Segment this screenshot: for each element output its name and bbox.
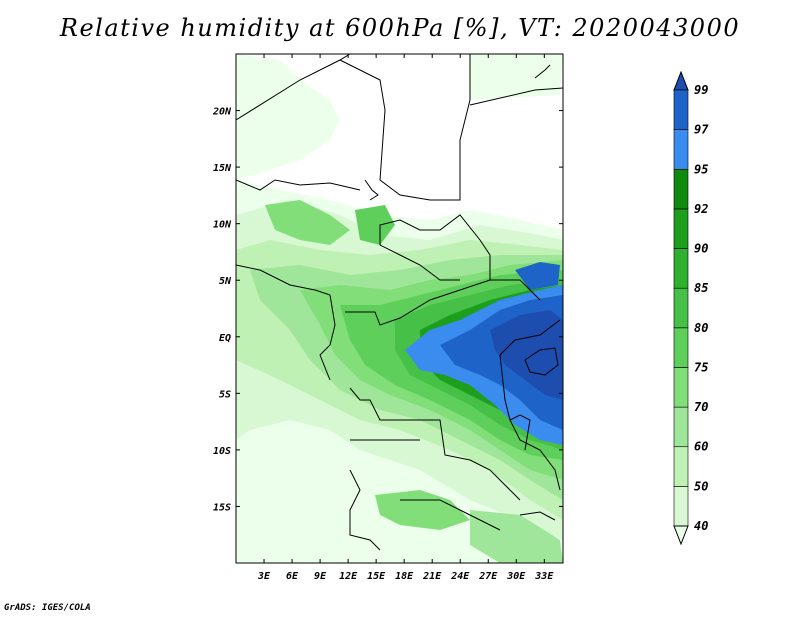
lon-tick-label: 33E: [534, 571, 554, 582]
lon-tick-label: 12E: [339, 571, 358, 582]
lon-tick-label: 18E: [395, 571, 414, 582]
colorbar-segment: [673, 446, 689, 487]
country-borders: [236, 54, 563, 551]
colorbar-level-label: 75: [694, 360, 708, 374]
map-frame: [235, 53, 564, 564]
lat-tick-label: 15N: [213, 163, 232, 174]
lon-tick-label: 15E: [367, 571, 386, 582]
colorbar-segment: [673, 367, 689, 408]
lat-tick-label: 15S: [213, 502, 231, 513]
colorbar-segment: [673, 406, 689, 448]
lat-tick-label: EQ: [219, 333, 231, 344]
humidity-field: [236, 54, 563, 563]
colorbar-level-label: 40: [694, 519, 708, 533]
rh-patch-lake-victoria-blue: [515, 262, 560, 290]
lat-tick-label: 10N: [213, 220, 232, 231]
lon-tick-label: 3E: [257, 571, 271, 582]
lon-tick-label: 9E: [314, 571, 327, 582]
rh-patch-southeast: [470, 510, 563, 563]
lat-tick-label: 20N: [212, 107, 232, 118]
latitude-axis: 20N 15N 10N 5N EQ 5S 10S 15S: [212, 107, 563, 513]
colorbar-segment: [673, 168, 689, 210]
colorbar: 40 50 60 70 75 80 85 90 92 95 97 99: [673, 70, 709, 546]
colorbar-level-label: 85: [694, 281, 708, 295]
lon-tick-label: 6E: [286, 571, 299, 582]
colorbar-level-label: 92: [694, 202, 708, 216]
lat-tick-label: 5S: [219, 389, 231, 400]
colorbar-segment: [673, 208, 689, 249]
colorbar-top-arrow: [673, 70, 689, 91]
colorbar-level-label: 70: [694, 400, 708, 414]
lat-tick-label: 5N: [219, 276, 232, 287]
colorbar-segment: [673, 248, 689, 289]
rh-patch-nigeria-cameroon: [355, 205, 395, 245]
lon-tick-label: 30E: [506, 571, 526, 582]
colorbar-segment: [673, 327, 689, 368]
lon-tick-label: 24E: [450, 571, 470, 582]
colorbar-level-label: 97: [694, 123, 709, 137]
grads-credit: GrADS: IGES/COLA: [4, 603, 91, 613]
rh-99-region: [490, 310, 563, 400]
longitude-axis: 3E 6E 9E 12E 15E 18E 21E 24E 27E 30E 33E: [257, 54, 554, 582]
lon-tick-label: 21E: [422, 571, 442, 582]
colorbar-level-label: 99: [694, 83, 708, 97]
chart-title: Relative humidity at 600hPa [%], VT: 202…: [59, 14, 741, 42]
colorbar-segment: [673, 287, 689, 329]
colorbar-level-label: 95: [694, 162, 708, 176]
rh-patch-west-africa: [265, 200, 350, 245]
colorbar-segment: [673, 89, 689, 130]
colorbar-bottom-arrow: [673, 525, 689, 546]
rh-40-region-north: [236, 54, 563, 180]
colorbar-level-label: 50: [694, 479, 708, 493]
rh-patch-south: [375, 490, 470, 530]
lat-tick-label: 10S: [213, 446, 231, 457]
colorbar-segment: [673, 129, 689, 170]
colorbar-level-label: 80: [694, 321, 708, 335]
colorbar-level-label: 90: [694, 242, 708, 256]
colorbar-level-label: 60: [694, 440, 708, 454]
lon-tick-label: 27E: [478, 571, 498, 582]
colorbar-segment: [673, 486, 689, 527]
